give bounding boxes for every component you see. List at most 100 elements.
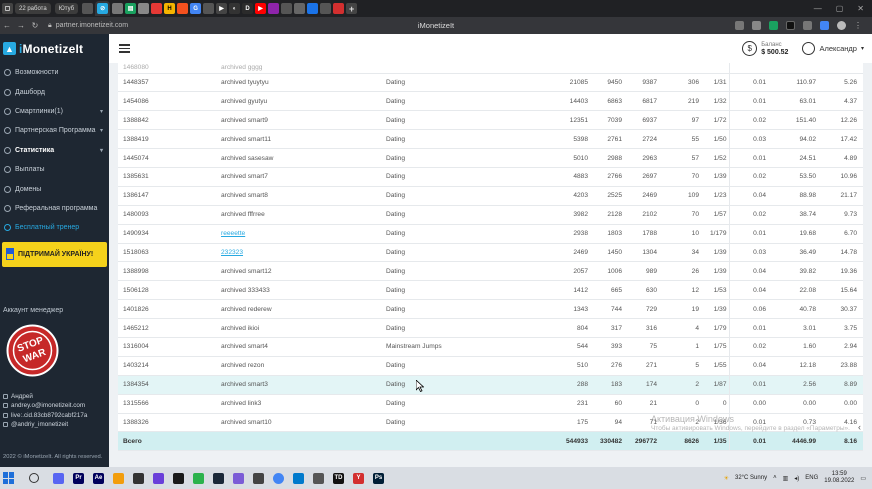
sidebar-item-dashboard[interactable]: Дашборд: [0, 82, 109, 101]
notification-icon[interactable]: ▭: [860, 475, 866, 482]
sidebar-item-features[interactable]: Возможности: [0, 63, 109, 82]
app-icon[interactable]: [193, 472, 204, 484]
table-row[interactable]: 1403214 archived rezon Dating 510 276 271 5 1/5…: [118, 356, 863, 376]
language-indicator[interactable]: ENG: [805, 475, 819, 481]
extension-icon[interactable]: [820, 21, 829, 30]
maximize-icon[interactable]: ▢: [835, 4, 844, 13]
url-field[interactable]: 🔒︎ partner.imonetizeit.com: [48, 22, 128, 30]
table-row[interactable]: 1518063 232323 Dating 2469 1450 1304 34 1/39 0.0…: [118, 243, 863, 263]
search-icon[interactable]: [29, 473, 39, 483]
reload-icon[interactable]: ↻: [31, 21, 39, 30]
table-row[interactable]: 1388998 archived smart12 Dating 2057 1006 989…: [118, 261, 863, 282]
user-menu[interactable]: Александр ▾: [802, 42, 864, 55]
table-row[interactable]: 1385631 archived smart7 Dating 4883 2766 2697…: [118, 167, 863, 187]
sidebar-item-domains[interactable]: Домены: [0, 179, 109, 198]
more-menu-icon[interactable]: ⋮: [854, 21, 862, 30]
back-icon[interactable]: ←: [3, 21, 11, 30]
vscode-icon[interactable]: [293, 472, 304, 484]
tab-favicon[interactable]: ▶: [216, 3, 228, 14]
yandex-icon[interactable]: Y: [353, 472, 364, 484]
app-icon[interactable]: TD: [333, 472, 344, 484]
chrome-icon[interactable]: [273, 472, 284, 484]
tab-favicon[interactable]: [82, 3, 94, 14]
table-row[interactable]: 1490934 reeeette Dating 2938 1803 1788 10 1/179…: [118, 224, 863, 244]
table-row[interactable]: 1388842 archived smart9 Dating 12351 7039 693…: [118, 110, 863, 131]
table-row[interactable]: 1445074 archived sasesaw Dating 5010 2988 296…: [118, 148, 863, 168]
app-icon[interactable]: [313, 472, 324, 484]
photoshop-icon[interactable]: Ps: [373, 472, 384, 484]
premiere-icon[interactable]: Pr: [73, 472, 84, 484]
tab-favicon[interactable]: [112, 3, 124, 14]
sidebar-item-smartlinks[interactable]: Смартлинки(1) ▾: [0, 102, 109, 121]
profile-icon[interactable]: [837, 21, 846, 30]
table-row[interactable]: 1465212 archived ikioi Dating 804 317 316 4 1/7…: [118, 318, 863, 338]
cell-name[interactable]: reeeette: [221, 224, 386, 244]
new-tab-icon[interactable]: +: [346, 3, 358, 14]
balance-widget[interactable]: $ Баланс $ 500.52: [742, 41, 788, 57]
table-row[interactable]: 1316004 archived smart4 Mainstream Jumps 54…: [118, 337, 863, 357]
tab-favicon[interactable]: [203, 3, 215, 14]
windows-start-icon[interactable]: [3, 472, 15, 484]
table-row[interactable]: 1506128 archived 333433 Dating 1412 665 630 12…: [118, 280, 863, 301]
stats-table-area[interactable]: 1468080 archived gggg 1448357 archived tyu…: [109, 63, 872, 467]
table-row[interactable]: 1448357 archived tyuytyu Dating 21085 9450 93…: [118, 73, 863, 93]
tab-favicon[interactable]: [307, 3, 319, 14]
cell-name[interactable]: 232323: [221, 243, 386, 263]
forward-icon[interactable]: →: [17, 21, 25, 30]
sidebar-item-statistics[interactable]: Статистика ▾: [0, 141, 109, 160]
sidebar-item-referral[interactable]: Реферальная программа: [0, 199, 109, 218]
sidebar-item-payouts[interactable]: Выплаты: [0, 160, 109, 179]
tab-favicon[interactable]: [177, 3, 189, 14]
browser-icon[interactable]: [113, 472, 124, 484]
extension-icon[interactable]: [769, 21, 778, 30]
weather-text[interactable]: 32°C Sunny: [734, 475, 768, 481]
minimize-icon[interactable]: —: [813, 4, 822, 13]
chevron-left-icon[interactable]: ‹: [858, 422, 861, 432]
volume-icon[interactable]: ◂): [794, 475, 800, 482]
tab-favicon[interactable]: [320, 3, 332, 14]
tab-group-youtube[interactable]: Ютуб: [54, 3, 79, 14]
manager-telegram[interactable]: @andriy_imonetizeit: [3, 420, 87, 429]
tab-favicon[interactable]: ▤: [125, 3, 137, 14]
table-row[interactable]: 1384354 archived smart3 Dating 288 183 174 2 1/…: [118, 375, 863, 395]
table-row[interactable]: 1454086 archived gyutyu Dating 14403 6863 681…: [118, 91, 863, 112]
table-row[interactable]: 1401826 archived rederew Dating 1343 744 729 1…: [118, 299, 863, 320]
tab-favicon[interactable]: [268, 3, 280, 14]
network-icon[interactable]: ▥: [782, 475, 789, 482]
steam-icon[interactable]: [213, 472, 224, 484]
manager-email[interactable]: andrey.o@imonetizeit.com: [3, 401, 87, 410]
tab-group-work[interactable]: 22 работа: [15, 3, 51, 14]
close-icon[interactable]: ✕: [857, 4, 864, 13]
app-icon[interactable]: [133, 472, 144, 484]
tab-favicon[interactable]: [138, 3, 150, 14]
app-icon[interactable]: [233, 472, 244, 484]
tab-favicon[interactable]: [151, 3, 163, 14]
smartlink-name-link[interactable]: 232323: [221, 248, 244, 256]
share-icon[interactable]: [735, 21, 744, 30]
hamburger-menu-icon[interactable]: [119, 44, 130, 53]
tab-search-icon[interactable]: ▢: [2, 3, 13, 14]
table-row[interactable]: 1386147 archived smart8 Dating 4203 2525 2469…: [118, 186, 863, 206]
table-row[interactable]: 1315566 archived link3 Dating 231 60 21 0 0 0.00…: [118, 394, 863, 414]
app-icon[interactable]: [173, 472, 184, 484]
table-row[interactable]: 1388419 archived smart11 Dating 5398 2761 272…: [118, 129, 863, 150]
tab-imonetizeit-active[interactable]: ⊘: [95, 1, 111, 16]
discord-icon[interactable]: [53, 472, 64, 484]
tray-arrow-icon[interactable]: ˄: [773, 475, 777, 481]
tab-favicon[interactable]: D: [242, 3, 254, 14]
tab-favicon[interactable]: ▶: [255, 3, 267, 14]
tab-favicon[interactable]: G: [190, 3, 202, 14]
bookmark-icon[interactable]: [752, 21, 761, 30]
manager-skype[interactable]: live:.cid.83cb8792cabf217a: [3, 411, 87, 420]
extension-icon[interactable]: [803, 21, 812, 30]
clock[interactable]: 13:59 19.08.2022: [824, 471, 855, 484]
app-icon[interactable]: [253, 472, 264, 484]
tab-favicon[interactable]: [294, 3, 306, 14]
table-row[interactable]: 1480093 archived fffrree Dating 3982 2128 210…: [118, 205, 863, 225]
sidebar-item-free-trainer[interactable]: Бесплатный тренер: [0, 218, 109, 237]
tab-favicon[interactable]: [333, 3, 345, 14]
extension-icon[interactable]: [786, 21, 795, 30]
tab-favicon[interactable]: H: [164, 3, 176, 14]
after-effects-icon[interactable]: Ae: [93, 472, 104, 484]
sidebar-item-partner-program[interactable]: Партнерская Программа ▾: [0, 121, 109, 140]
